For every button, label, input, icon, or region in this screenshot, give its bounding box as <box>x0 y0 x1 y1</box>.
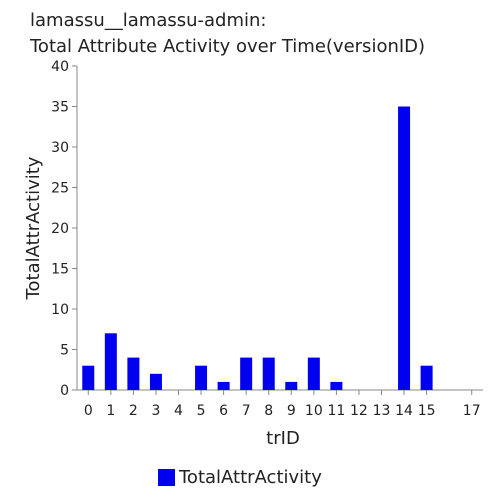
x-tick-label: 0 <box>84 403 93 419</box>
y-tick-label: 35 <box>51 100 69 116</box>
x-tick-label: 3 <box>151 403 160 419</box>
chart-subtitle: Total Attribute Activity over Time(versi… <box>30 36 426 57</box>
chart-title: lamassu__lamassu-admin: <box>30 10 267 31</box>
x-tick-label: 5 <box>197 403 206 419</box>
x-tick-label: 4 <box>174 403 183 419</box>
chart-title-block: lamassu__lamassu-admin: Total Attribute … <box>30 8 425 60</box>
legend: TotalAttrActivity <box>158 466 322 488</box>
bar <box>217 381 230 390</box>
x-axis-label: trID <box>266 428 300 449</box>
y-tick-label: 30 <box>51 140 69 156</box>
legend-label: TotalAttrActivity <box>179 466 322 488</box>
x-tick-label: 14 <box>395 403 413 419</box>
y-tick-label: 15 <box>51 262 69 278</box>
bar <box>285 381 298 390</box>
bar <box>195 365 208 390</box>
bar <box>262 357 275 390</box>
y-tick-label: 0 <box>60 383 69 399</box>
bar <box>104 333 117 390</box>
x-tick-label: 12 <box>350 403 368 419</box>
x-tick-label: 2 <box>129 403 138 419</box>
y-tick-label: 5 <box>60 343 69 359</box>
bar <box>240 357 253 390</box>
legend-swatch <box>158 468 175 486</box>
y-tick-label: 10 <box>51 302 69 318</box>
bar <box>82 365 95 390</box>
bar <box>307 357 320 390</box>
bar <box>149 373 162 390</box>
bar <box>330 381 343 390</box>
x-tick-label: 1 <box>106 403 115 419</box>
x-tick-label: 13 <box>373 403 391 419</box>
x-tick-label: 9 <box>287 403 296 419</box>
x-tick-label: 10 <box>305 403 323 419</box>
x-tick-label: 6 <box>219 403 228 419</box>
bar <box>420 365 433 390</box>
x-tick-label: 7 <box>242 403 251 419</box>
x-tick-label: 11 <box>327 403 345 419</box>
y-axis-label: TotalAttrActivity <box>23 156 44 300</box>
y-tick-label: 25 <box>51 181 69 197</box>
bar <box>398 106 411 390</box>
x-tick-label: 8 <box>264 403 273 419</box>
x-tick-label: 15 <box>418 403 436 419</box>
y-tick-label: 20 <box>51 221 69 237</box>
x-tick-label: 17 <box>463 403 481 419</box>
y-tick-label: 40 <box>51 59 69 75</box>
bar <box>127 357 140 390</box>
